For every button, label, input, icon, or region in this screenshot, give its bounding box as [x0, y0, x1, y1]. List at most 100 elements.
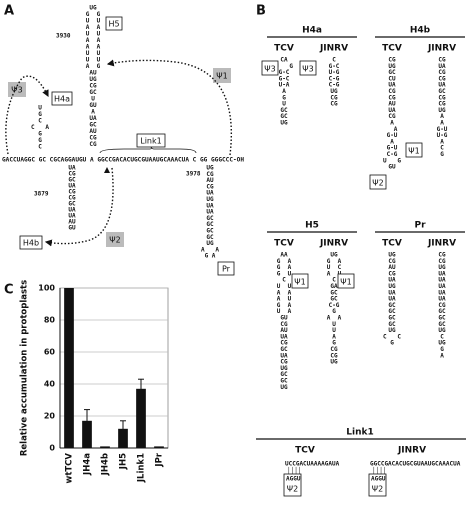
- nucleotide-row: CG: [388, 94, 396, 101]
- psi-box: [213, 68, 231, 83]
- panel-label: C: [4, 283, 14, 298]
- nucleotide-row: GC: [330, 289, 338, 296]
- y-axis-title: Relative accumulation in protoplasts: [20, 280, 30, 456]
- pair-box: [283, 473, 302, 497]
- strain-label: TCV: [274, 239, 294, 249]
- nucleotide-row: C: [440, 145, 444, 152]
- nucleotide-row: UG: [280, 120, 288, 127]
- x-tick-label: JH4b: [101, 453, 111, 476]
- nucleotide-row: UG: [330, 88, 338, 95]
- nucleotide-row: GC: [280, 113, 288, 120]
- strain-label: TCV: [382, 44, 402, 54]
- bar: [136, 388, 146, 448]
- nucleotide-row: CG: [438, 252, 446, 259]
- strain-label: JINRV: [319, 44, 348, 54]
- panel-label: A: [4, 4, 14, 19]
- sequence: UCCGACUAAAAGAUA: [285, 461, 340, 468]
- box: [105, 16, 123, 31]
- nucleotide-row: CG: [280, 340, 288, 347]
- pairing: ││││: [287, 467, 301, 475]
- nucleotide-row: A: [440, 113, 444, 120]
- nucleotide-row: CG: [330, 352, 338, 359]
- nucleotide-row: AA: [280, 252, 288, 259]
- sequence: GGCCGACACUGCGUAAUGCAAACUA: [370, 461, 461, 468]
- nucleotide-row: CG: [438, 94, 446, 101]
- position: 3930: [56, 33, 71, 40]
- psi-box: [8, 82, 26, 97]
- nucleotide-row: CG: [388, 88, 396, 95]
- nucleotide-row: GC: [68, 177, 76, 184]
- box: [51, 91, 73, 106]
- nucleotide-row: G: [390, 340, 394, 347]
- nucleotide-row: A A: [86, 44, 101, 51]
- strain-label: JINRV: [319, 239, 348, 249]
- psi-label: Ψ3: [302, 65, 313, 74]
- nucleotide-row: AU: [206, 177, 214, 184]
- helix-label: H4b: [23, 239, 39, 248]
- pair-seq: AGGU: [371, 476, 386, 483]
- nucleotide-row: GC: [206, 228, 214, 235]
- nucleotide-row: UA: [89, 115, 97, 122]
- pair-box: [368, 473, 387, 497]
- nucleotide-row: A A: [327, 315, 342, 322]
- psi-label: Ψ2: [372, 485, 383, 494]
- helix-label: H5: [108, 20, 119, 29]
- nucleotide-row: UG: [330, 359, 338, 366]
- nucleotide-row: CG: [89, 83, 97, 90]
- nucleotide-row: GU: [68, 225, 76, 232]
- nucleotide-row: C-G: [329, 82, 340, 89]
- nucleotide-row: UG: [206, 196, 214, 203]
- y-tick-label: 60: [44, 348, 56, 357]
- nucleotide-row: G: [38, 137, 42, 144]
- linear-sequence: GACCUAGGC GC CGCAGGAUGU A GGCCGACACUGCGU…: [2, 157, 244, 164]
- nucleotide-row: AU: [388, 264, 396, 271]
- nucleotide-row: U C: [327, 264, 342, 271]
- psi-label: Ψ1: [216, 72, 227, 81]
- bar: [82, 420, 92, 448]
- nucleotide-row: U: [332, 327, 336, 334]
- nucleotide-row: GA: [330, 283, 338, 290]
- nucleotide-row: U: [91, 96, 95, 103]
- nucleotide-row: CG: [388, 57, 396, 64]
- nucleotide-row: UG: [388, 327, 396, 334]
- plot-area: [59, 287, 169, 449]
- nucleotide-row: C-G: [387, 151, 398, 158]
- nucleotide-row: C-G: [329, 75, 340, 82]
- nucleotide-row: G A: [327, 258, 342, 265]
- nucleotide-row: GC: [206, 234, 214, 241]
- nucleotide-row: GC: [388, 308, 396, 315]
- pairing: ││││: [372, 467, 386, 475]
- nucleotide-row: G A: [205, 253, 216, 260]
- nucleotide-row: GC: [89, 89, 97, 96]
- psi-box: [405, 142, 423, 158]
- nucleotide-row: CG: [206, 171, 214, 178]
- nucleotide-row: UG: [438, 327, 446, 334]
- nucleotide-row: UA: [280, 333, 288, 340]
- arrow: [44, 167, 114, 247]
- nucleotide-row: U U: [86, 31, 101, 38]
- psi-label: Ψ2: [287, 485, 298, 494]
- y-tick-label: 0: [49, 444, 55, 453]
- nucleotide-row: G-U: [387, 145, 398, 152]
- psi-box: [299, 60, 317, 76]
- nucleotide-row: CG: [388, 258, 396, 265]
- nucleotide-row: GU: [89, 102, 97, 109]
- box: [217, 261, 235, 276]
- bar: [118, 428, 128, 448]
- psi-label: Ψ2: [372, 179, 383, 188]
- nucleotide-row: G U: [277, 270, 292, 277]
- strain-label: TCV: [295, 446, 315, 456]
- nucleotide-row: UG: [89, 5, 97, 12]
- strain-label: JINRV: [427, 44, 456, 54]
- nucleotide-row: C: [282, 277, 286, 284]
- nucleotide-row: A: [91, 109, 95, 116]
- nucleotide-row: UA: [438, 82, 446, 89]
- nucleotide-row: CU: [388, 75, 396, 82]
- nucleotide-row: A A: [201, 246, 219, 253]
- group-title: H4a: [302, 26, 322, 36]
- nucleotide-row: U G: [275, 63, 293, 70]
- nucleotide-row: UA: [280, 352, 288, 359]
- arrowhead: [104, 167, 110, 173]
- nucleotide-row: C-G: [329, 302, 340, 309]
- nucleotide-row: UG: [330, 252, 338, 259]
